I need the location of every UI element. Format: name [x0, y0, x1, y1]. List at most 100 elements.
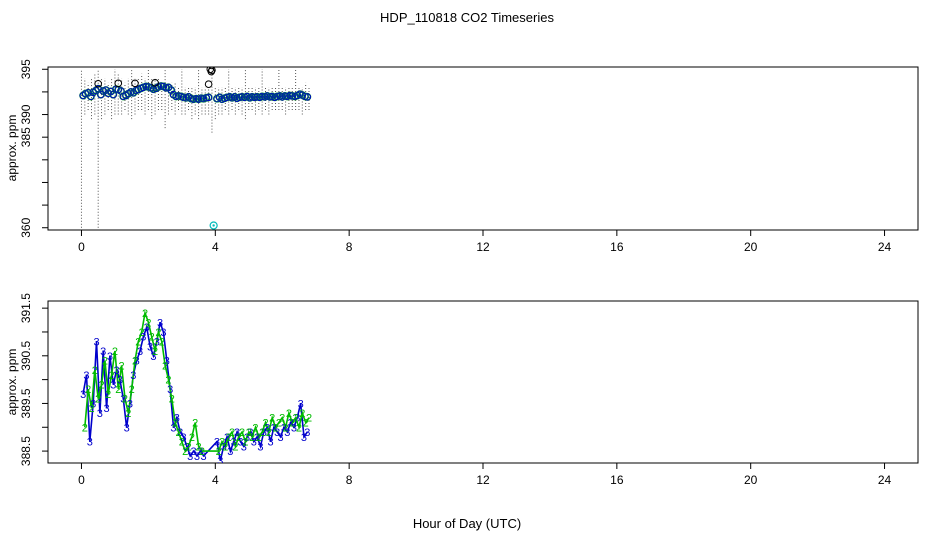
series-point-label-2: 2: [92, 365, 98, 377]
series-point-label-2: 2: [135, 337, 141, 349]
series-point-label-3: 3: [241, 441, 247, 453]
series-point-label-2: 2: [145, 317, 151, 329]
series-point-label-2: 2: [152, 346, 158, 358]
series-point-label-2: 2: [149, 332, 155, 344]
x-tick-label: 24: [878, 473, 892, 487]
series-point-label-3: 3: [281, 422, 287, 434]
series-point-label-3: 3: [177, 427, 183, 439]
outlier-marker: [204, 80, 213, 89]
series-point-label-3: 3: [93, 337, 99, 349]
y-tick-label: 390: [19, 104, 33, 124]
series-point-label-2: 2: [236, 432, 242, 444]
series-point-label-2: 2: [192, 418, 198, 430]
series-point-label-3: 3: [224, 432, 230, 444]
extreme-marker-dot: [212, 224, 215, 227]
series-point-label-3: 3: [190, 446, 196, 458]
median-marker: [204, 93, 213, 102]
series-point-label-2: 2: [279, 413, 285, 425]
outlier-marker: [208, 67, 216, 74]
series-point-label-3: 3: [251, 437, 257, 449]
series-point-label-2: 2: [102, 356, 108, 368]
series-point-label-3: 3: [157, 317, 163, 329]
y-tick-label: 390.5: [19, 340, 33, 370]
x-tick-label: 8: [346, 473, 353, 487]
series-point-label-2: 2: [105, 389, 111, 401]
figure-title: HDP_110818 CO2 Timeseries: [380, 10, 554, 25]
series-point-label-2: 2: [259, 427, 265, 439]
series-point-label-3: 3: [117, 375, 123, 387]
series-point-label-3: 3: [261, 427, 267, 439]
series-point-label-2: 2: [286, 408, 292, 420]
series-point-label-2: 2: [182, 446, 188, 458]
series-point-label-2: 2: [306, 413, 312, 425]
series-point-label-3: 3: [247, 427, 253, 439]
series-point-label-3: 3: [110, 379, 116, 391]
series-point-label-2: 2: [196, 441, 202, 453]
series-point-label-2: 2: [109, 370, 115, 382]
series-point-label-3: 3: [103, 403, 109, 415]
series-point-label-3: 3: [114, 365, 120, 377]
extreme-marker: [209, 221, 218, 230]
series-point-label-2: 2: [256, 432, 262, 444]
x-tick-label: 16: [610, 473, 624, 487]
series-point-label-2: 2: [242, 437, 248, 449]
series-point-label-2: 2: [129, 384, 135, 396]
y-tick-label: 395: [19, 59, 33, 79]
y-axis-label: approx. ppm: [5, 115, 19, 182]
series-point-label-2: 2: [239, 427, 245, 439]
x-tick-label: 20: [744, 473, 758, 487]
series-point-label-3: 3: [107, 351, 113, 363]
series-point-label-2: 2: [115, 384, 121, 396]
x-tick-label: 12: [476, 240, 490, 254]
outlier-marker: [94, 79, 102, 88]
series-point-label-3: 3: [124, 422, 130, 434]
series-point-label-3: 3: [154, 337, 160, 349]
x-axis-label: Hour of Day (UTC): [413, 516, 521, 531]
series-point-label-2: 2: [112, 346, 118, 358]
series-point-label-2: 2: [232, 441, 238, 453]
y-tick-label: 388.5: [19, 436, 33, 466]
series-point-label-2: 2: [119, 360, 125, 372]
series-point-label-3: 3: [288, 418, 294, 430]
series-point-label-2: 2: [122, 394, 128, 406]
series-point-label-3: 3: [274, 427, 280, 439]
y-tick-label: 385: [19, 127, 33, 147]
series-point-label-3: 3: [194, 451, 200, 463]
series-point-label-3: 3: [227, 446, 233, 458]
x-tick-label: 0: [78, 473, 85, 487]
series-point-label-2: 2: [179, 437, 185, 449]
series-point-label-2: 2: [132, 356, 138, 368]
series-point-label-3: 3: [284, 427, 290, 439]
top-panel: 0 4 8 12 16 20 24 360 385 390 395 approx. ppm: [5, 59, 919, 254]
series-point-label-2: 2: [199, 446, 205, 458]
series-point-label-2: 2: [229, 427, 235, 439]
series-point-label-2: 2: [272, 422, 278, 434]
series-point-label-3: 3: [80, 389, 86, 401]
series-point-label-3: 3: [130, 370, 136, 382]
median-marker: [303, 93, 312, 101]
series-point-label-3: 3: [301, 432, 307, 444]
x-tick-label: 16: [610, 240, 624, 254]
series-line-2: [84, 309, 310, 453]
series-point-label-3: 3: [120, 394, 126, 406]
series-point-label-2: 2: [269, 413, 275, 425]
series-point-label-3: 3: [144, 322, 150, 334]
series-point-label-3: 3: [187, 451, 193, 463]
series-point-label-3: 3: [127, 398, 133, 410]
series-point-label-3: 3: [90, 398, 96, 410]
series-point-label-3: 3: [197, 446, 203, 458]
series-point-label-2: 2: [142, 308, 148, 320]
y-tick-label: 391.5: [19, 293, 33, 323]
x-tick-label: 24: [878, 240, 892, 254]
series-point-label-2: 2: [155, 327, 161, 339]
series-point-label-3: 3: [231, 437, 237, 449]
series-point-label-2: 2: [252, 422, 258, 434]
series-point-label-2: 2: [125, 408, 131, 420]
series-point-label-3: 3: [214, 437, 220, 449]
series-point-label-2: 2: [226, 432, 232, 444]
series-point-label-3: 3: [174, 413, 180, 425]
series-point-label-3: 3: [160, 327, 166, 339]
series-point-label-3: 3: [221, 441, 227, 453]
y-tick-label: 360: [19, 217, 33, 237]
